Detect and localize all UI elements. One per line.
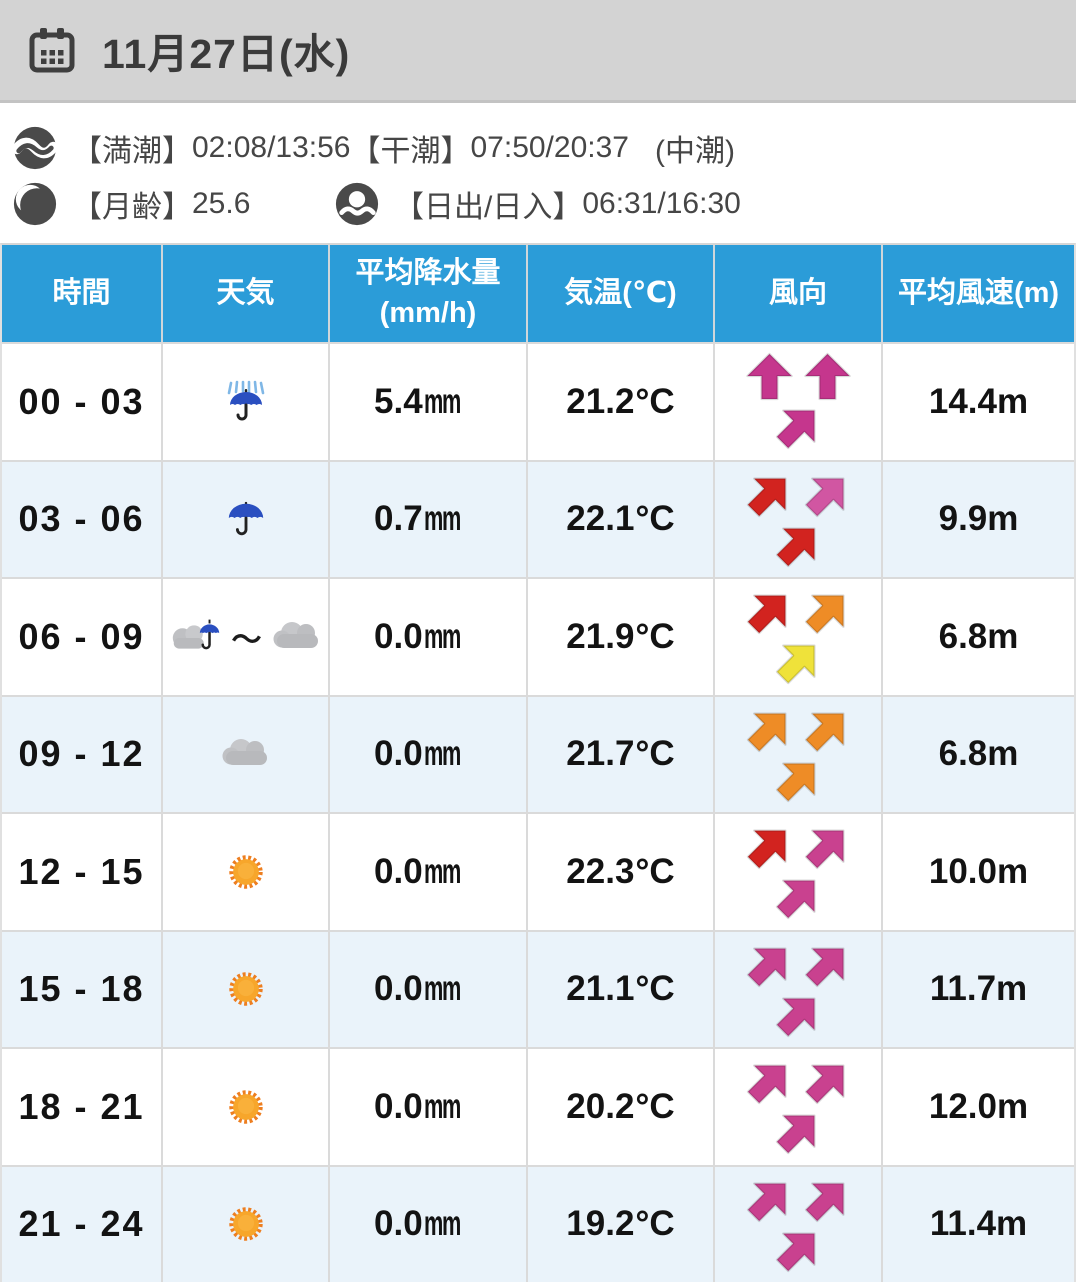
table-header-row: 時間 天気 平均降水量(mm/h) 気温(℃) 風向 平均風速(m): [2, 245, 1074, 342]
wind-speed-cell: 11.7m: [883, 932, 1074, 1048]
precipitation-cell: 0.0mm: [330, 697, 528, 813]
table-row: 09 - 12 0.0mm 21.7°C 6.8m: [2, 695, 1074, 813]
cloud-umbrella-icon: [167, 617, 225, 657]
col-header-wind-speed: 平均風速(m): [883, 245, 1074, 342]
low-tide-value: 07:50/20:37: [470, 131, 628, 165]
wind-direction-cell: [715, 814, 883, 930]
sunrise-icon: [334, 181, 380, 227]
date-banner: 11月27日(水): [0, 0, 1076, 103]
sunrise-sunset-group: 【日出/日入】 06:31/16:30: [334, 181, 741, 227]
col-header-wind-direction: 風向: [715, 245, 883, 342]
moon-age-group: 【月齢】 25.6: [12, 181, 334, 227]
temperature-cell: 21.9°C: [528, 579, 715, 695]
precipitation-cell: 0.0mm: [330, 1049, 528, 1165]
forecast-table: 時間 天気 平均降水量(mm/h) 気温(℃) 風向 平均風速(m) 00 - …: [0, 243, 1076, 1282]
time-cell: 03 - 06: [2, 462, 163, 578]
wind-direction-cell: [715, 1167, 883, 1282]
high-tide-value: 02:08/13:56: [192, 131, 350, 165]
time-cell: 21 - 24: [2, 1167, 163, 1282]
tide-line: 【満潮】 02:08/13:56 【干潮】 07:50/20:37 (中潮): [12, 123, 1076, 173]
sun-icon: [225, 1203, 267, 1245]
cloud-icon: [218, 735, 274, 773]
table-row: 12 - 15 0.0mm 22.3°C 10.0m: [2, 812, 1074, 930]
table-body: 00 - 03 5.4mm 21.2°C 14.4m 03 - 06 0.7mm…: [2, 342, 1074, 1282]
weather-cell: [163, 1167, 330, 1282]
time-cell: 09 - 12: [2, 697, 163, 813]
wind-direction-cell: [715, 579, 883, 695]
weather-cell: ～: [163, 579, 330, 695]
time-cell: 18 - 21: [2, 1049, 163, 1165]
cloud-icon: [269, 618, 325, 656]
weather-cell: [163, 814, 330, 930]
wind-speed-cell: 14.4m: [883, 344, 1074, 460]
wind-arrow-icon: [743, 350, 796, 403]
wind-direction-cell: [715, 932, 883, 1048]
temperature-cell: 21.1°C: [528, 932, 715, 1048]
wind-arrow-icon: [761, 389, 836, 459]
col-header-time: 時間: [2, 245, 163, 342]
temperature-cell: 22.3°C: [528, 814, 715, 930]
precipitation-cell: 0.7mm: [330, 462, 528, 578]
wind-speed-cell: 9.9m: [883, 462, 1074, 578]
weather-range-tilde: ～: [232, 615, 262, 659]
time-cell: 00 - 03: [2, 344, 163, 460]
precipitation-cell: 0.0mm: [330, 579, 528, 695]
table-row: 00 - 03 5.4mm 21.2°C 14.4m: [2, 342, 1074, 460]
date-label: 11月27日(水): [102, 20, 350, 80]
high-tide-label: 【満潮】: [72, 126, 192, 170]
table-row: 03 - 06 0.7mm 22.1°C 9.9m: [2, 460, 1074, 578]
weather-cell: [163, 697, 330, 813]
wind-direction-cell: [715, 697, 883, 813]
table-row: 06 - 09 ～ 0.0mm 21.9°C 6.8m: [2, 577, 1074, 695]
wind-speed-cell: 11.4m: [883, 1167, 1074, 1282]
col-header-temperature: 気温(℃): [528, 245, 715, 342]
precipitation-cell: 0.0mm: [330, 1167, 528, 1282]
time-cell: 06 - 09: [2, 579, 163, 695]
moon-age-value: 25.6: [192, 187, 250, 221]
wave-icon: [12, 125, 58, 171]
weather-cell: [163, 462, 330, 578]
calendar-icon: [28, 26, 76, 74]
moon-age-label: 【月齢】: [72, 182, 192, 226]
time-cell: 15 - 18: [2, 932, 163, 1048]
moon-icon: [12, 181, 58, 227]
sun-icon: [225, 851, 267, 893]
wind-direction-cell: [715, 462, 883, 578]
info-section: 【満潮】 02:08/13:56 【干潮】 07:50/20:37 (中潮) 【…: [0, 103, 1076, 243]
wind-speed-cell: 10.0m: [883, 814, 1074, 930]
low-tide-label: 【干潮】: [350, 126, 470, 170]
temperature-cell: 20.2°C: [528, 1049, 715, 1165]
wind-speed-cell: 6.8m: [883, 697, 1074, 813]
precipitation-cell: 0.0mm: [330, 932, 528, 1048]
weather-cell: [163, 1049, 330, 1165]
wind-direction-cell: [715, 344, 883, 460]
temperature-cell: 21.2°C: [528, 344, 715, 460]
umbrella-icon: [225, 498, 267, 540]
precipitation-cell: 0.0mm: [330, 814, 528, 930]
tide-type-label: (中潮): [655, 126, 735, 170]
sun-icon: [225, 968, 267, 1010]
temperature-cell: 22.1°C: [528, 462, 715, 578]
col-header-precipitation: 平均降水量(mm/h): [330, 245, 528, 342]
sun-icon: [225, 1086, 267, 1128]
weather-cell: [163, 344, 330, 460]
precipitation-cell: 5.4mm: [330, 344, 528, 460]
sunrise-sunset-value: 06:31/16:30: [582, 187, 740, 221]
col-header-weather: 天気: [163, 245, 330, 342]
wind-arrow-icon: [801, 350, 854, 403]
sunrise-sunset-label: 【日出/日入】: [394, 182, 582, 226]
moon-sun-line: 【月齢】 25.6 【日出/日入】 06:31/16:30: [12, 179, 1076, 229]
wind-speed-cell: 6.8m: [883, 579, 1074, 695]
temperature-cell: 21.7°C: [528, 697, 715, 813]
wind-direction-cell: [715, 1049, 883, 1165]
table-row: 21 - 24 0.0mm 19.2°C 11.4m: [2, 1165, 1074, 1282]
temperature-cell: 19.2°C: [528, 1167, 715, 1282]
weather-cell: [163, 932, 330, 1048]
time-cell: 12 - 15: [2, 814, 163, 930]
wind-speed-cell: 12.0m: [883, 1049, 1074, 1165]
table-row: 15 - 18 0.0mm 21.1°C 11.7m: [2, 930, 1074, 1048]
table-row: 18 - 21 0.0mm 20.2°C 12.0m: [2, 1047, 1074, 1165]
rain-umbrella-icon: [224, 380, 268, 424]
